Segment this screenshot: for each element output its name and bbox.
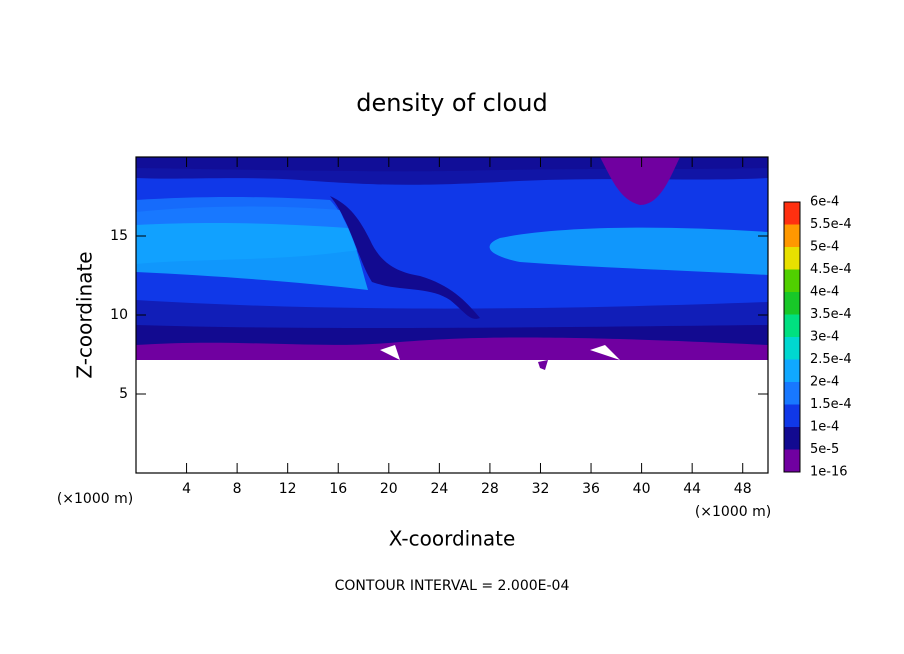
x-tick-label: 36 bbox=[582, 481, 600, 497]
colorbar-swatch bbox=[784, 404, 800, 427]
contour-band bbox=[489, 227, 768, 275]
chart-title: density of cloud bbox=[356, 89, 547, 117]
colorbar-label: 6e-4 bbox=[810, 195, 839, 210]
x-tick-label: 4 bbox=[182, 481, 191, 497]
y-tick-label: 15 bbox=[110, 228, 128, 244]
x-tick-label: 24 bbox=[430, 481, 448, 497]
contour-band bbox=[600, 157, 680, 205]
contour-band bbox=[136, 223, 368, 290]
colorbar-label: 3.5e-4 bbox=[810, 307, 852, 322]
blank-region bbox=[136, 345, 768, 473]
y-tick-label: 10 bbox=[110, 307, 128, 323]
colorbar-label: 4.5e-4 bbox=[810, 262, 852, 277]
colorbar-swatch bbox=[784, 224, 800, 247]
colorbar-swatch bbox=[784, 247, 800, 270]
x-tick-label: 28 bbox=[481, 481, 499, 497]
x-tick-label: 20 bbox=[380, 481, 398, 497]
x-tick-label: 44 bbox=[683, 481, 701, 497]
colorbar-label: 1e-16 bbox=[810, 465, 848, 480]
colorbar-label: 2.5e-4 bbox=[810, 352, 852, 367]
colorbar-swatch bbox=[784, 269, 800, 292]
x-tick-label: 32 bbox=[532, 481, 550, 497]
colorbar-swatch bbox=[784, 427, 800, 450]
colorbar-swatch bbox=[784, 337, 800, 360]
colorbar-label: 1.5e-4 bbox=[810, 397, 852, 412]
colorbar-label: 3e-4 bbox=[810, 330, 839, 345]
colorbar-swatch bbox=[784, 382, 800, 405]
x-tick-label: 40 bbox=[633, 481, 651, 497]
colorbar-swatch bbox=[784, 292, 800, 315]
x-tick-label: 12 bbox=[279, 481, 297, 497]
x-tick-label: 16 bbox=[329, 481, 347, 497]
contour-band bbox=[538, 360, 548, 370]
y-axis-label: Z-coordinate bbox=[73, 251, 97, 378]
field bbox=[136, 157, 768, 473]
contour-band bbox=[330, 196, 480, 319]
colorbar-swatch bbox=[784, 449, 800, 472]
colorbar-label: 5e-4 bbox=[810, 240, 839, 255]
colorbar-swatch bbox=[784, 314, 800, 337]
x-tick-label: 48 bbox=[734, 481, 752, 497]
colorbar-label: 1e-4 bbox=[810, 420, 839, 435]
x-tick-label: 8 bbox=[233, 481, 242, 497]
x-unit: (×1000 m) bbox=[695, 504, 771, 520]
colorbar-frame bbox=[783, 201, 801, 473]
y-tick-label: 5 bbox=[119, 386, 128, 402]
contour-field bbox=[136, 157, 768, 473]
colorbar-swatch bbox=[784, 202, 800, 225]
x-axis-label: X-coordinate bbox=[389, 527, 516, 551]
colorbar-label: 4e-4 bbox=[810, 285, 839, 300]
colorbar-label: 2e-4 bbox=[810, 375, 839, 390]
colorbar-swatch bbox=[784, 359, 800, 382]
y-unit: (×1000 m) bbox=[57, 491, 133, 507]
colorbar-label: 5.5e-4 bbox=[810, 217, 852, 232]
footnote: CONTOUR INTERVAL = 2.000E-04 bbox=[335, 578, 570, 594]
colorbar-label: 5e-5 bbox=[810, 442, 839, 457]
